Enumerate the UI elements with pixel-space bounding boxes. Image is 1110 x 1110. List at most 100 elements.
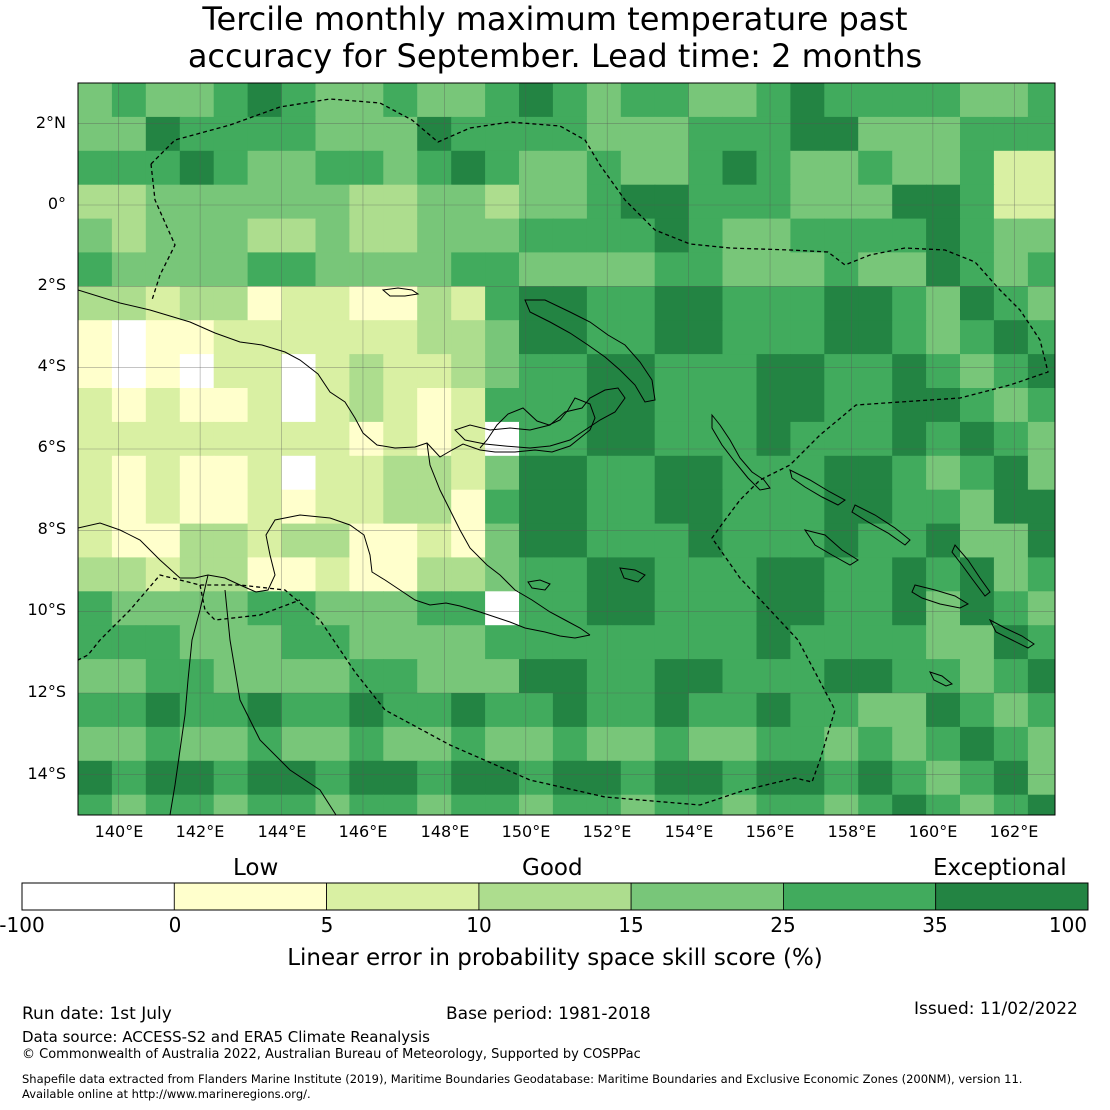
skill-cell (111, 659, 147, 694)
skill-cell (1027, 455, 1055, 491)
skill-cell (756, 286, 791, 321)
skill-cell (213, 83, 249, 118)
skill-cell (824, 625, 859, 660)
skill-cell (688, 354, 724, 389)
skill-cell (349, 760, 384, 796)
skill-cell (620, 760, 656, 796)
skill-cell (790, 116, 825, 152)
skill-cell (315, 760, 350, 796)
skill-cell (858, 557, 893, 592)
skill-cell (111, 625, 147, 660)
skill-cell (315, 286, 350, 321)
png-eez-boundary (78, 98, 1049, 806)
skill-cell (926, 557, 961, 592)
skill-cell (858, 794, 893, 815)
skill-cell (790, 693, 825, 728)
skill-cell (790, 794, 825, 815)
colorbar-bin (21, 882, 175, 911)
skill-cell (688, 83, 724, 118)
skill-cell (1027, 760, 1055, 796)
skill-cell (993, 320, 1029, 355)
skill-cell (145, 625, 181, 660)
skill-cell (315, 659, 350, 694)
lat-label-2s: 2°S (37, 275, 66, 294)
skill-cell (858, 455, 893, 491)
skill-cell (78, 760, 113, 796)
skill-cell (417, 693, 452, 728)
skill-cell (451, 523, 486, 559)
skill-cell (688, 218, 724, 254)
skill-cell (315, 252, 350, 287)
skill-cell (383, 184, 418, 220)
skill-cell (451, 659, 486, 694)
skill-cell (1027, 659, 1055, 694)
skill-cell (485, 489, 520, 525)
skill-cell (1027, 252, 1055, 287)
skill-cell (993, 354, 1029, 389)
skill-cell (688, 116, 724, 152)
skill-cell (485, 421, 520, 457)
skill-cell (722, 421, 757, 457)
skill-cell (926, 83, 961, 118)
skill-cell (756, 591, 791, 626)
skill-cell (790, 388, 825, 423)
lon-label-146e: 146°E (338, 822, 388, 841)
skill-cell (349, 252, 384, 287)
skill-cell (892, 794, 927, 815)
skill-cell (756, 489, 791, 525)
skill-cell (519, 659, 554, 694)
skill-cell (485, 591, 520, 626)
skill-cell (858, 726, 893, 762)
skill-cell (926, 625, 961, 660)
skill-cell (247, 388, 283, 423)
skill-cell (722, 489, 757, 525)
skill-cell (111, 726, 147, 762)
new-guinea-coastline-north (78, 289, 596, 458)
skill-cell (552, 760, 588, 796)
skill-cell (417, 455, 452, 491)
skill-cell (993, 218, 1029, 254)
skill-cell (145, 455, 181, 491)
skill-cell (722, 354, 757, 389)
skill-cell (213, 150, 249, 186)
png-indonesia-border (150, 163, 176, 301)
skill-cell (688, 252, 724, 287)
skill-cell (858, 83, 893, 118)
skill-cell (451, 693, 486, 728)
skill-cell (315, 184, 350, 220)
skill-cell (552, 726, 588, 762)
skill-cell (993, 83, 1029, 118)
skill-cell (179, 286, 215, 321)
skill-cell (451, 286, 486, 321)
skill-cell (993, 557, 1029, 592)
skill-cell (824, 354, 859, 389)
skill-cell (247, 116, 283, 152)
skill-cell (247, 625, 283, 660)
skill-cell (790, 625, 825, 660)
skill-cell (552, 388, 588, 423)
skill-cell (790, 83, 825, 118)
skill-cell (756, 557, 791, 592)
skill-cell (926, 693, 961, 728)
skill-cell (383, 252, 418, 287)
skill-cell (383, 523, 418, 559)
skill-cell (722, 320, 757, 355)
skill-cell (926, 523, 961, 559)
skill-cell (213, 455, 249, 491)
skill-cell (78, 625, 113, 660)
skill-cell (993, 489, 1029, 525)
skill-cell (858, 320, 893, 355)
skill-cell (688, 591, 724, 626)
skill-cell (383, 421, 418, 457)
skill-cell (451, 726, 486, 762)
skill-cell (213, 354, 249, 389)
skill-cell (858, 150, 893, 186)
skill-cell (858, 116, 893, 152)
skill-cell (485, 320, 520, 355)
skill-cell (790, 591, 825, 626)
skill-cell (451, 83, 486, 118)
skill-cell (281, 794, 316, 815)
skill-cell (213, 218, 249, 254)
lon-label-148e: 148°E (420, 822, 470, 841)
skill-cell (892, 421, 927, 457)
